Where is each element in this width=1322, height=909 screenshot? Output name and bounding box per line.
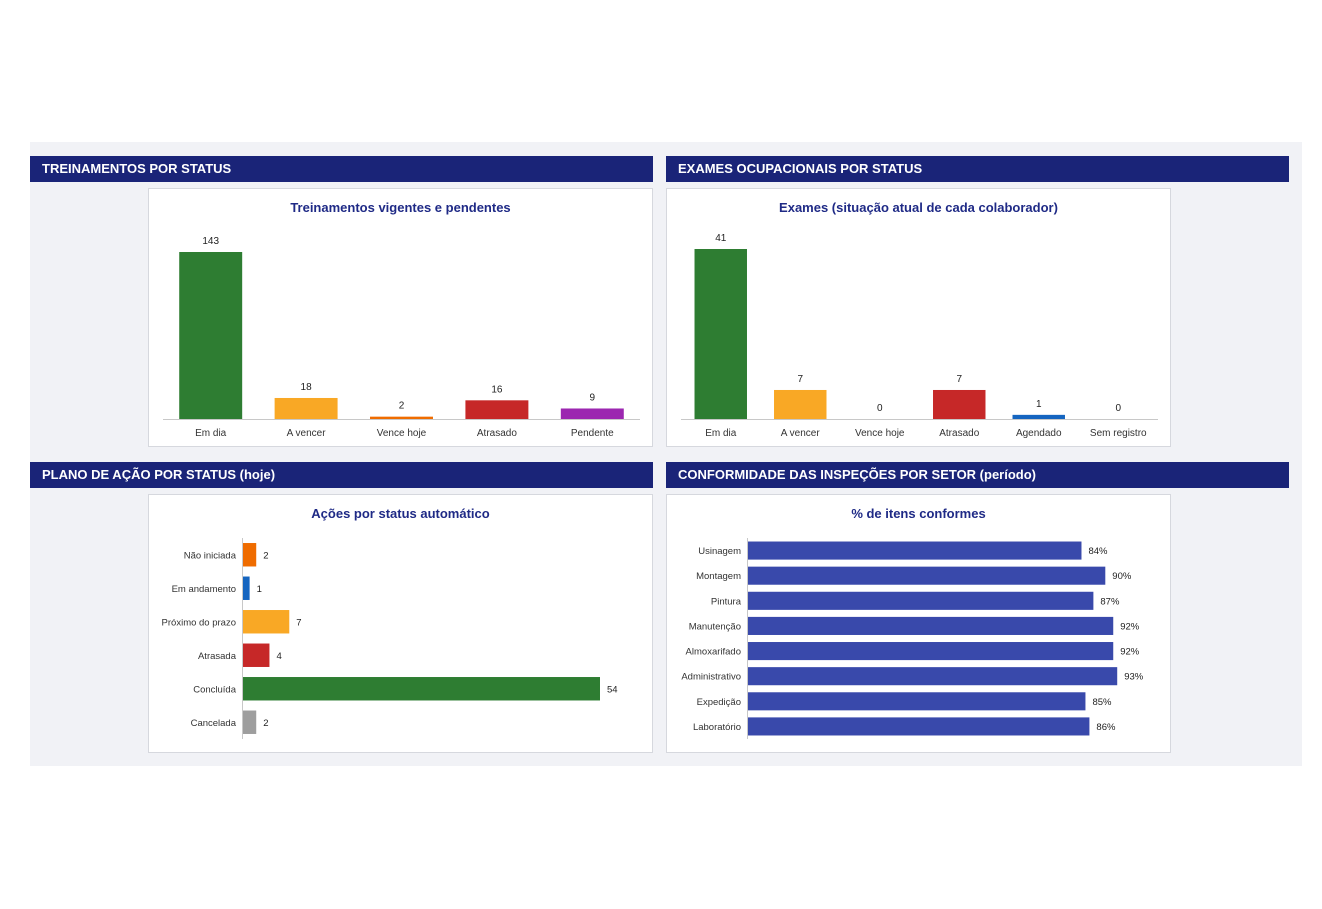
bar-montagem bbox=[748, 566, 1106, 585]
data-label-vence-hoje: 2 bbox=[399, 401, 405, 412]
inspections-chart-card: % de itens conformes Usinagem 84% Montagem… bbox=[666, 494, 1171, 753]
category-label-em-dia: Em dia bbox=[705, 428, 737, 439]
actions-chart-card: Ações por status automático Não iniciada… bbox=[148, 494, 653, 753]
category-label-a-vencer: A vencer bbox=[287, 428, 327, 439]
bar-cancelada bbox=[243, 710, 257, 734]
bar-vence-hoje bbox=[370, 416, 433, 419]
bar-em-dia bbox=[694, 249, 747, 419]
data-label-usinagem: 84% bbox=[1088, 546, 1108, 557]
data-label-em-andamento: 1 bbox=[257, 584, 262, 595]
category-label-a-vencer: A vencer bbox=[781, 428, 821, 439]
training-chart: 143 Em dia 18 A vencer 2 Vence hoje 16 Atrasado… bbox=[163, 236, 640, 439]
bar-agendado bbox=[1012, 414, 1065, 419]
data-label-cancelada: 2 bbox=[263, 718, 268, 729]
bar-nao-iniciada bbox=[243, 543, 257, 567]
category-label-almoxarifado: Almoxarifado bbox=[686, 647, 741, 658]
category-label-nao-iniciada: Não iniciada bbox=[184, 550, 237, 561]
category-label-sem-registro: Sem registro bbox=[1090, 428, 1147, 439]
inspections-panel-header: CONFORMIDADE DAS INSPEÇÕES POR SETOR (pe… bbox=[666, 462, 1289, 488]
data-label-a-vencer: 18 bbox=[301, 382, 313, 393]
data-label-administrativo: 93% bbox=[1124, 672, 1144, 683]
category-label-proximo-do-prazo: Próximo do prazo bbox=[162, 617, 236, 628]
actions-panel-header: PLANO DE AÇÃO POR STATUS (hoje) bbox=[30, 462, 653, 488]
bar-usinagem bbox=[748, 541, 1082, 560]
data-label-agendado: 1 bbox=[1036, 399, 1042, 410]
training-chart-card: Treinamentos vigentes e pendentes 143 Em … bbox=[148, 188, 653, 447]
category-label-montagem: Montagem bbox=[696, 571, 741, 582]
bar-almoxarifado bbox=[748, 642, 1114, 661]
actions-chart-title: Ações por status automático bbox=[311, 506, 490, 521]
training-chart-title: Treinamentos vigentes e pendentes bbox=[290, 200, 511, 215]
category-label-laboratorio: Laboratório bbox=[693, 722, 741, 733]
actions-chart: Não iniciada 2 Em andamento 1 Próximo do pra… bbox=[162, 538, 618, 739]
bar-pintura bbox=[748, 591, 1094, 610]
bar-proximo-do-prazo bbox=[243, 610, 290, 634]
data-label-laboratorio: 86% bbox=[1096, 722, 1116, 733]
bar-laboratorio bbox=[748, 717, 1090, 736]
data-label-sem-registro: 0 bbox=[1115, 403, 1121, 414]
bar-concluida bbox=[243, 677, 600, 701]
category-label-expedicao: Expedição bbox=[697, 697, 741, 708]
category-label-concluida: Concluída bbox=[193, 684, 236, 695]
inspections-chart-title: % de itens conformes bbox=[851, 506, 986, 521]
data-label-almoxarifado: 92% bbox=[1120, 647, 1140, 658]
exams-chart-card: Exames (situação atual de cada colaborad… bbox=[666, 188, 1171, 447]
data-label-pintura: 87% bbox=[1100, 596, 1120, 607]
data-label-nao-iniciada: 2 bbox=[263, 550, 268, 561]
data-label-pendente: 9 bbox=[590, 392, 596, 403]
data-label-atrasado: 16 bbox=[491, 384, 503, 395]
bar-atrasada bbox=[243, 643, 270, 667]
data-label-a-vencer: 7 bbox=[797, 374, 803, 385]
bar-pendente bbox=[560, 408, 624, 419]
exams-panel-header: EXAMES OCUPACIONAIS POR STATUS bbox=[666, 156, 1289, 182]
bar-a-vencer bbox=[274, 397, 338, 419]
data-label-expedicao: 85% bbox=[1092, 697, 1112, 708]
exams-chart-title: Exames (situação atual de cada colaborad… bbox=[779, 200, 1058, 215]
data-label-manutencao: 92% bbox=[1120, 621, 1140, 632]
category-label-agendado: Agendado bbox=[1016, 428, 1062, 439]
category-label-atrasado: Atrasado bbox=[939, 428, 979, 439]
bar-expedicao bbox=[748, 692, 1086, 711]
category-label-em-andamento: Em andamento bbox=[172, 584, 236, 595]
bar-atrasado bbox=[465, 400, 529, 419]
category-label-cancelada: Cancelada bbox=[191, 718, 237, 729]
bar-a-vencer bbox=[774, 389, 827, 419]
inspections-chart: Usinagem 84% Montagem 90% Pintura 87% Manutenç… bbox=[681, 538, 1144, 739]
category-label-administrativo: Administrativo bbox=[681, 672, 741, 683]
category-label-em-dia: Em dia bbox=[195, 428, 227, 439]
data-label-atrasado: 7 bbox=[956, 374, 962, 385]
exams-chart: 41 Em dia 7 A vencer 0 Vence hoje 7 Atrasado 1 Ag… bbox=[681, 233, 1158, 439]
category-label-atrasado: Atrasado bbox=[477, 428, 517, 439]
data-label-concluida: 54 bbox=[607, 684, 618, 695]
bar-em-dia bbox=[179, 252, 243, 419]
bar-administrativo bbox=[748, 667, 1118, 686]
category-label-vence-hoje: Vence hoje bbox=[377, 428, 427, 439]
category-label-manutencao: Manutenção bbox=[689, 621, 741, 632]
category-label-vence-hoje: Vence hoje bbox=[855, 428, 905, 439]
category-label-atrasada: Atrasada bbox=[198, 651, 237, 662]
data-label-vence-hoje: 0 bbox=[877, 403, 883, 414]
training-panel-header: TREINAMENTOS POR STATUS bbox=[30, 156, 653, 182]
data-label-em-dia: 143 bbox=[202, 236, 219, 247]
data-label-proximo-do-prazo: 7 bbox=[296, 617, 301, 628]
bar-atrasado bbox=[933, 389, 986, 419]
data-label-em-dia: 41 bbox=[715, 233, 727, 244]
category-label-pendente: Pendente bbox=[571, 428, 614, 439]
bar-manutencao bbox=[748, 616, 1114, 635]
bar-em-andamento bbox=[243, 576, 250, 600]
category-label-usinagem: Usinagem bbox=[698, 546, 741, 557]
category-label-pintura: Pintura bbox=[711, 596, 742, 607]
data-label-montagem: 90% bbox=[1112, 571, 1132, 582]
data-label-atrasada: 4 bbox=[276, 651, 281, 662]
